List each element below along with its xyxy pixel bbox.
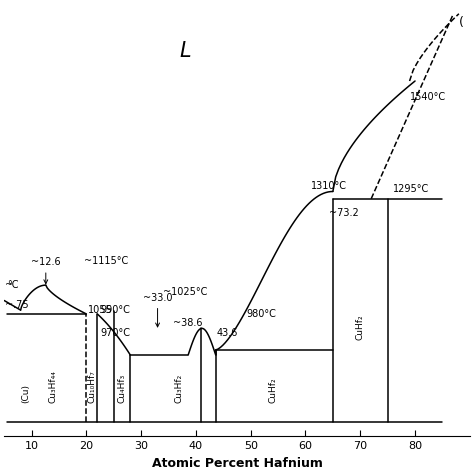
Text: ~33.0: ~33.0 <box>143 293 173 327</box>
Text: ~1115°C: ~1115°C <box>83 256 128 266</box>
Text: ~38.6: ~38.6 <box>173 318 203 328</box>
Text: °C: °C <box>7 280 18 290</box>
Text: ~73.2: ~73.2 <box>329 209 359 219</box>
Text: Cu₄Hf₃: Cu₄Hf₃ <box>118 374 127 403</box>
Text: (: ( <box>459 16 464 29</box>
Text: Cu₃Hf₂: Cu₃Hf₂ <box>175 374 184 403</box>
X-axis label: Atomic Percent Hafnium: Atomic Percent Hafnium <box>152 457 322 470</box>
Text: ~.75: ~.75 <box>5 300 29 310</box>
Text: 43.6: 43.6 <box>217 328 238 337</box>
Text: ~: ~ <box>5 280 13 290</box>
Text: 1540°C: 1540°C <box>410 92 446 102</box>
Text: 990°C: 990°C <box>100 304 130 315</box>
Text: CuHf₂: CuHf₂ <box>268 377 277 403</box>
Text: ~12.6: ~12.6 <box>31 257 61 283</box>
Text: 1310°C: 1310°C <box>311 181 347 191</box>
Text: ~1025°C: ~1025°C <box>163 287 207 297</box>
Text: 970°C: 970°C <box>100 328 130 337</box>
Text: L: L <box>179 41 191 61</box>
Text: Cu₃Hf₄₄: Cu₃Hf₄₄ <box>49 370 58 403</box>
Text: Cu₁₀Hf₇: Cu₁₀Hf₇ <box>87 370 96 403</box>
Text: 1295°C: 1295°C <box>393 184 429 194</box>
Text: (Cu): (Cu) <box>22 384 31 403</box>
Text: 1055: 1055 <box>88 304 113 315</box>
Text: 980°C: 980°C <box>246 310 277 319</box>
Text: CuHf₂: CuHf₂ <box>356 315 365 340</box>
